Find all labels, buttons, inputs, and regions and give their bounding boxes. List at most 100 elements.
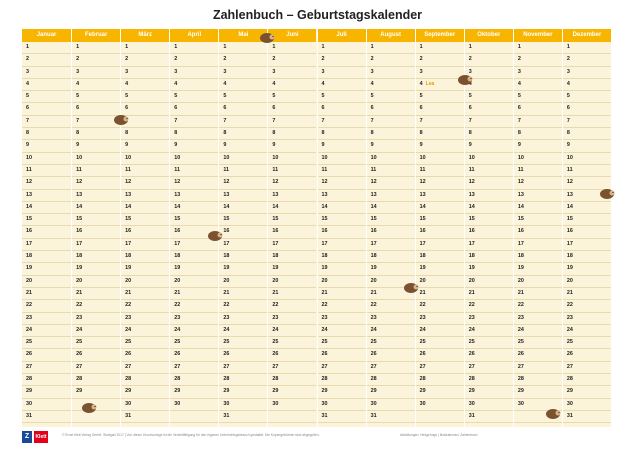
day-cell[interactable]: 29 bbox=[366, 386, 415, 399]
day-cell[interactable]: 21 bbox=[170, 288, 219, 301]
day-cell[interactable]: 24 bbox=[464, 325, 513, 338]
day-cell[interactable]: 6 bbox=[513, 103, 562, 116]
day-cell[interactable]: 12 bbox=[170, 177, 219, 190]
day-cell[interactable]: 7 bbox=[22, 116, 72, 129]
day-cell[interactable]: 8 bbox=[415, 128, 464, 141]
day-cell[interactable]: 10 bbox=[268, 153, 317, 165]
day-cell[interactable]: 9 bbox=[219, 140, 268, 153]
day-cell[interactable]: 15 bbox=[415, 214, 464, 227]
day-cell[interactable]: 29 bbox=[121, 386, 170, 399]
day-cell[interactable]: 26 bbox=[366, 349, 415, 362]
day-cell[interactable]: 19 bbox=[170, 263, 219, 276]
day-cell[interactable]: 30 bbox=[562, 399, 611, 411]
day-cell[interactable]: 3 bbox=[366, 67, 415, 79]
day-cell[interactable]: 9 bbox=[72, 140, 121, 153]
day-cell[interactable]: 1 bbox=[268, 42, 317, 55]
day-cell[interactable]: 29 bbox=[415, 386, 464, 399]
day-cell[interactable]: 8 bbox=[219, 128, 268, 141]
day-cell[interactable]: 5 bbox=[317, 91, 366, 104]
day-cell[interactable]: 1 bbox=[415, 42, 464, 55]
day-cell[interactable]: 5 bbox=[72, 91, 121, 104]
day-cell[interactable]: 8 bbox=[366, 128, 415, 141]
day-cell[interactable]: 26 bbox=[317, 349, 366, 362]
day-cell[interactable]: 3 bbox=[72, 67, 121, 79]
day-cell[interactable]: 18 bbox=[317, 251, 366, 264]
day-cell[interactable]: 3 bbox=[268, 67, 317, 79]
day-cell[interactable]: 20 bbox=[464, 276, 513, 288]
day-cell[interactable]: 12 bbox=[415, 177, 464, 190]
day-cell[interactable]: 13 bbox=[22, 190, 72, 202]
day-cell[interactable]: 4 bbox=[513, 79, 562, 92]
day-cell[interactable]: 24 bbox=[72, 325, 121, 338]
day-cell[interactable]: 18 bbox=[219, 251, 268, 264]
day-cell[interactable]: 14 bbox=[464, 202, 513, 215]
day-cell[interactable]: 19 bbox=[366, 263, 415, 276]
day-cell[interactable]: 7 bbox=[317, 116, 366, 129]
day-cell[interactable]: 7 bbox=[513, 116, 562, 129]
day-cell[interactable]: 10 bbox=[219, 153, 268, 165]
day-cell[interactable]: 12 bbox=[72, 177, 121, 190]
day-cell[interactable]: 14 bbox=[170, 202, 219, 215]
day-cell[interactable]: 22 bbox=[268, 300, 317, 313]
day-cell[interactable]: 22 bbox=[464, 300, 513, 313]
day-cell[interactable]: 1 bbox=[170, 42, 219, 55]
day-cell[interactable]: 6 bbox=[170, 103, 219, 116]
day-cell[interactable]: 10 bbox=[562, 153, 611, 165]
day-cell[interactable]: 15 bbox=[121, 214, 170, 227]
day-cell[interactable]: 24 bbox=[513, 325, 562, 338]
day-cell[interactable]: 5 bbox=[121, 91, 170, 104]
day-cell[interactable]: 29 bbox=[268, 386, 317, 399]
day-cell[interactable]: 19 bbox=[219, 263, 268, 276]
day-cell[interactable]: 17 bbox=[72, 239, 121, 252]
day-cell[interactable]: 6 bbox=[22, 103, 72, 116]
day-cell[interactable]: 11 bbox=[317, 165, 366, 178]
day-cell[interactable]: 1 bbox=[513, 42, 562, 55]
day-cell[interactable]: 20 bbox=[22, 276, 72, 288]
day-cell[interactable]: 30 bbox=[170, 399, 219, 411]
day-cell[interactable]: 27 bbox=[268, 362, 317, 375]
day-cell[interactable]: 23 bbox=[22, 313, 72, 325]
day-cell[interactable]: 19 bbox=[22, 263, 72, 276]
day-cell[interactable]: 6 bbox=[268, 103, 317, 116]
day-cell[interactable]: 15 bbox=[317, 214, 366, 227]
day-cell[interactable]: 14 bbox=[22, 202, 72, 215]
day-cell[interactable]: 18 bbox=[72, 251, 121, 264]
day-cell[interactable]: 8 bbox=[268, 128, 317, 141]
day-cell[interactable]: 10 bbox=[22, 153, 72, 165]
day-cell[interactable]: 30 bbox=[121, 399, 170, 411]
day-cell[interactable]: 17 bbox=[121, 239, 170, 252]
day-cell[interactable]: 19 bbox=[464, 263, 513, 276]
day-cell[interactable]: 18 bbox=[22, 251, 72, 264]
day-cell[interactable]: 16 bbox=[513, 226, 562, 239]
day-cell[interactable]: 29 bbox=[562, 386, 611, 399]
day-cell[interactable]: 18 bbox=[415, 251, 464, 264]
day-cell[interactable]: 20 bbox=[562, 276, 611, 288]
day-cell[interactable]: 11 bbox=[513, 165, 562, 178]
day-cell[interactable]: 22 bbox=[415, 300, 464, 313]
day-cell[interactable]: 11 bbox=[415, 165, 464, 178]
day-cell[interactable]: 20 bbox=[268, 276, 317, 288]
day-cell[interactable] bbox=[72, 399, 121, 411]
day-cell[interactable]: 1 bbox=[317, 42, 366, 55]
day-cell[interactable]: 26 bbox=[268, 349, 317, 362]
day-cell[interactable] bbox=[415, 411, 464, 424]
day-cell[interactable]: 28 bbox=[121, 374, 170, 387]
day-cell[interactable]: 6 bbox=[317, 103, 366, 116]
day-cell[interactable]: 13 bbox=[268, 190, 317, 202]
day-cell[interactable]: 16 bbox=[366, 226, 415, 239]
day-cell[interactable]: 28 bbox=[72, 374, 121, 387]
day-cell[interactable]: 31 bbox=[219, 411, 268, 424]
day-cell[interactable]: 28 bbox=[170, 374, 219, 387]
day-cell[interactable]: 25 bbox=[464, 337, 513, 350]
day-cell[interactable]: 17 bbox=[415, 239, 464, 252]
day-cell[interactable]: 26 bbox=[72, 349, 121, 362]
day-cell[interactable]: 26 bbox=[22, 349, 72, 362]
day-cell[interactable]: 16 bbox=[219, 226, 268, 239]
day-cell[interactable]: 13 bbox=[415, 190, 464, 202]
day-cell[interactable]: 13 bbox=[72, 190, 121, 202]
day-cell[interactable]: 29 bbox=[22, 386, 72, 399]
day-cell[interactable]: 21 bbox=[562, 288, 611, 301]
day-cell[interactable]: 4 bbox=[464, 79, 513, 92]
day-cell[interactable]: 23 bbox=[513, 313, 562, 325]
day-cell[interactable]: 4 bbox=[268, 79, 317, 92]
